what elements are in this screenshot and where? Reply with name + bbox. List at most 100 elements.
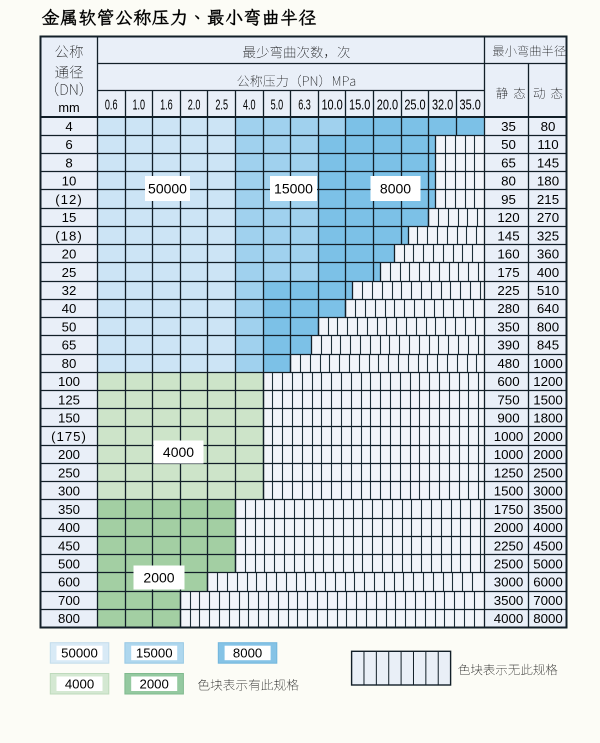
svg-text:(175): (175) <box>51 429 87 444</box>
svg-text:25.0: 25.0 <box>404 96 425 113</box>
svg-text:270: 270 <box>537 210 559 225</box>
svg-text:1500: 1500 <box>494 484 524 499</box>
svg-text:350: 350 <box>497 320 519 335</box>
svg-text:1.6: 1.6 <box>160 96 173 113</box>
svg-text:110: 110 <box>537 137 558 152</box>
svg-text:15.0: 15.0 <box>349 96 370 113</box>
svg-text:35: 35 <box>501 119 516 134</box>
svg-text:2000: 2000 <box>494 520 524 535</box>
svg-text:125: 125 <box>58 392 80 407</box>
svg-text:20.0: 20.0 <box>377 96 398 113</box>
svg-text:2000: 2000 <box>533 429 563 444</box>
svg-text:mm: mm <box>58 100 79 115</box>
svg-text:80: 80 <box>501 174 516 189</box>
svg-text:8000: 8000 <box>533 611 563 626</box>
svg-text:2000: 2000 <box>533 447 563 462</box>
svg-text:8000: 8000 <box>380 181 411 197</box>
svg-text:1500: 1500 <box>533 392 563 407</box>
svg-text:6.3: 6.3 <box>298 96 311 113</box>
svg-text:1750: 1750 <box>494 502 524 517</box>
svg-text:8: 8 <box>65 155 72 170</box>
svg-text:350: 350 <box>58 502 80 517</box>
svg-text:20: 20 <box>62 247 77 262</box>
svg-text:845: 845 <box>537 338 559 353</box>
svg-text:4: 4 <box>65 119 72 134</box>
svg-text:390: 390 <box>497 338 519 353</box>
svg-text:145: 145 <box>497 228 519 243</box>
svg-text:1250: 1250 <box>494 465 524 480</box>
svg-text:3000: 3000 <box>494 575 524 590</box>
svg-text:700: 700 <box>58 593 80 608</box>
svg-text:10: 10 <box>62 174 77 189</box>
svg-text:215: 215 <box>537 192 559 207</box>
svg-text:35.0: 35.0 <box>460 96 481 113</box>
svg-text:3000: 3000 <box>533 484 563 499</box>
svg-text:32.0: 32.0 <box>432 96 453 113</box>
svg-text:1200: 1200 <box>533 374 563 389</box>
svg-text:2000: 2000 <box>143 570 174 586</box>
svg-text:300: 300 <box>58 484 80 499</box>
svg-text:200: 200 <box>58 447 80 462</box>
svg-text:65: 65 <box>62 338 77 353</box>
svg-text:280: 280 <box>497 301 519 316</box>
svg-text:450: 450 <box>58 538 80 553</box>
svg-text:360: 360 <box>537 247 559 262</box>
svg-text:1.0: 1.0 <box>133 96 146 113</box>
svg-text:15000: 15000 <box>136 646 173 661</box>
svg-text:(12): (12) <box>55 192 82 207</box>
svg-text:175: 175 <box>497 265 519 280</box>
svg-text:480: 480 <box>497 356 519 371</box>
svg-text:65: 65 <box>501 155 516 170</box>
svg-text:800: 800 <box>58 611 80 626</box>
svg-text:2000: 2000 <box>140 676 169 691</box>
svg-text:225: 225 <box>497 283 519 298</box>
svg-text:6000: 6000 <box>533 575 563 590</box>
svg-text:25: 25 <box>62 265 77 280</box>
svg-text:250: 250 <box>58 465 80 480</box>
svg-text:50: 50 <box>62 320 77 335</box>
svg-text:7000: 7000 <box>533 593 563 608</box>
svg-text:1000: 1000 <box>533 356 563 371</box>
svg-text:3500: 3500 <box>533 502 563 517</box>
svg-text:4.0: 4.0 <box>243 96 256 113</box>
svg-text:5000: 5000 <box>533 557 563 572</box>
svg-text:50000: 50000 <box>61 646 98 661</box>
svg-text:4000: 4000 <box>163 444 194 460</box>
svg-text:4000: 4000 <box>533 520 563 535</box>
svg-text:100: 100 <box>58 374 80 389</box>
svg-text:900: 900 <box>497 411 519 426</box>
svg-text:32: 32 <box>62 283 77 298</box>
svg-text:50: 50 <box>501 137 516 152</box>
svg-text:500: 500 <box>58 557 80 572</box>
svg-text:800: 800 <box>537 320 559 335</box>
svg-text:8000: 8000 <box>233 646 262 661</box>
svg-text:40: 40 <box>62 301 77 316</box>
svg-text:510: 510 <box>537 283 559 298</box>
svg-text:0.6: 0.6 <box>105 96 118 113</box>
svg-text:80: 80 <box>541 119 556 134</box>
svg-text:145: 145 <box>537 155 559 170</box>
svg-text:120: 120 <box>497 210 519 225</box>
svg-text:150: 150 <box>58 411 80 426</box>
svg-text:160: 160 <box>497 247 519 262</box>
svg-text:5.0: 5.0 <box>271 96 284 113</box>
svg-text:1800: 1800 <box>533 411 563 426</box>
svg-text:400: 400 <box>537 265 559 280</box>
svg-text:80: 80 <box>62 356 77 371</box>
svg-text:180: 180 <box>537 174 559 189</box>
svg-text:2500: 2500 <box>494 557 524 572</box>
svg-text:4000: 4000 <box>65 676 94 691</box>
svg-text:15: 15 <box>62 210 77 225</box>
svg-text:15000: 15000 <box>274 181 313 197</box>
svg-text:2.0: 2.0 <box>188 96 201 113</box>
svg-text:50000: 50000 <box>148 181 187 197</box>
svg-text:600: 600 <box>497 374 519 389</box>
svg-text:1000: 1000 <box>494 447 524 462</box>
svg-text:10.0: 10.0 <box>321 96 342 113</box>
svg-text:4500: 4500 <box>533 538 563 553</box>
svg-text:2.5: 2.5 <box>215 96 228 113</box>
svg-text:2500: 2500 <box>533 465 563 480</box>
svg-text:600: 600 <box>58 575 80 590</box>
svg-text:1000: 1000 <box>494 429 524 444</box>
svg-text:(18): (18) <box>55 228 82 243</box>
